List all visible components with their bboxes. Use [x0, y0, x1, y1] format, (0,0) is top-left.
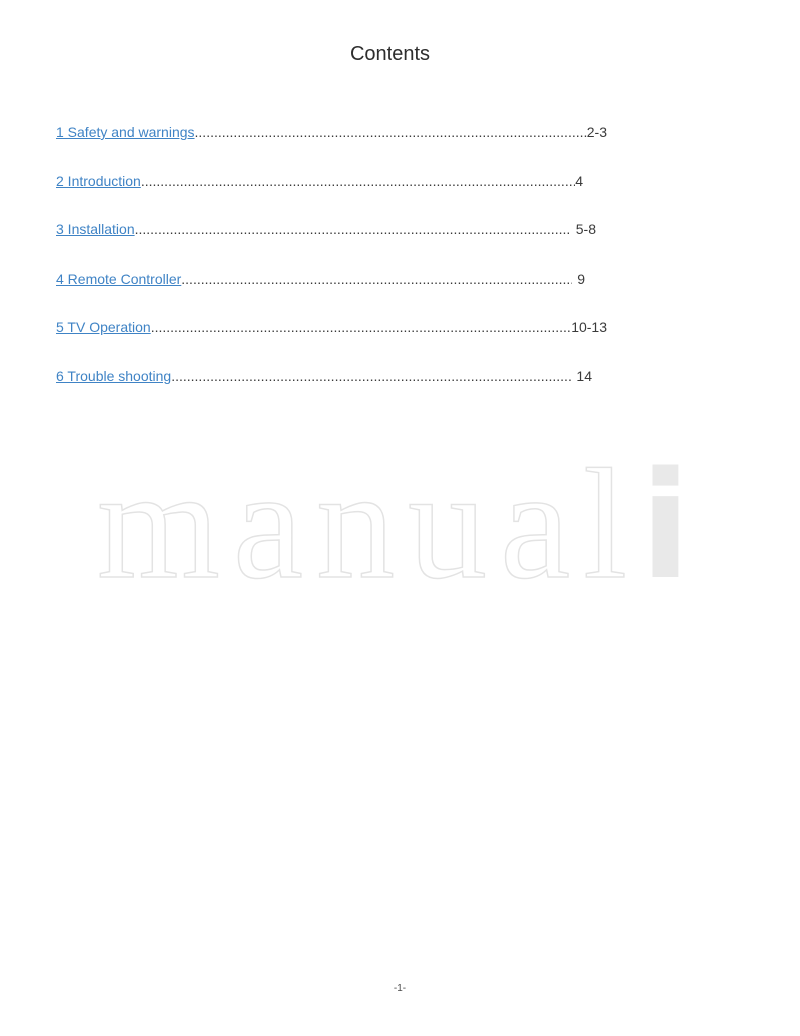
toc-row: 5 TV Operation .........................…: [56, 319, 607, 336]
toc-dot-leader: ........................................…: [171, 368, 571, 384]
toc-row: 2 Introduction .........................…: [56, 173, 583, 190]
watermark-solid-letter: i: [640, 440, 691, 612]
watermark-outline-text: manual: [96, 437, 641, 612]
toc-row: 6 Trouble shooting .....................…: [56, 368, 592, 385]
toc-row: 3 Installation .........................…: [56, 221, 596, 238]
page-title: Contents: [349, 43, 431, 65]
toc-row: 1 Safety and warnings ..................…: [56, 124, 607, 141]
toc-link-trouble-shooting[interactable]: 6 Trouble shooting: [56, 368, 172, 384]
toc-row: 4 Remote Controller ....................…: [56, 271, 585, 288]
toc-link-introduction[interactable]: 2 Introduction: [56, 173, 141, 189]
toc-link-installation[interactable]: 3 Installation: [56, 221, 135, 237]
page-number-footer: -1-: [393, 983, 407, 994]
toc-link-tv-operation[interactable]: 5 TV Operation: [56, 319, 151, 335]
toc-page-number: 14: [576, 368, 592, 384]
toc-page-number: 4: [575, 173, 583, 189]
toc-dot-leader: ........................................…: [150, 319, 572, 335]
toc-dot-leader: ........................................…: [140, 173, 576, 189]
toc-dot-leader: ........................................…: [181, 271, 572, 287]
toc-dot-leader: ........................................…: [194, 124, 587, 140]
toc-page-number: 10-13: [571, 319, 607, 335]
toc-page-number: 5-8: [575, 221, 596, 237]
watermark: manuali: [96, 445, 691, 605]
toc-page-number: 9: [577, 271, 585, 287]
toc-link-safety-and-warnings[interactable]: 1 Safety and warnings: [56, 124, 195, 140]
toc-link-remote-controller[interactable]: 4 Remote Controller: [56, 271, 182, 287]
toc-dot-leader: ........................................…: [134, 221, 571, 237]
toc-page-number: 2-3: [586, 124, 607, 140]
